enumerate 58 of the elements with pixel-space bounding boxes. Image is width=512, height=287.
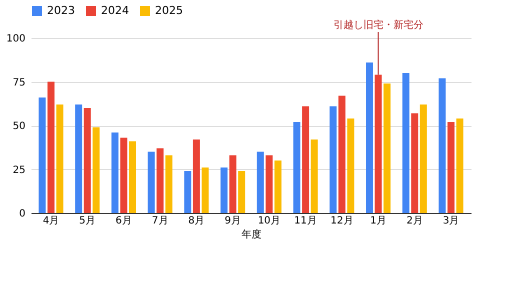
- bar: [330, 106, 337, 213]
- x-tick-label: 2月: [406, 216, 423, 226]
- y-tick-label: 75: [12, 77, 26, 88]
- legend-label: 2025: [155, 4, 183, 17]
- bar: [420, 104, 427, 213]
- bar: [120, 138, 128, 213]
- bar: [202, 168, 209, 213]
- bar: [220, 168, 228, 213]
- x-tick-label: 6月: [116, 216, 132, 226]
- bar: [148, 152, 155, 213]
- y-tick-label: 100: [6, 34, 26, 44]
- y-tick-label: 0: [19, 208, 26, 220]
- bar: [156, 148, 164, 213]
- legend-label: 2024: [101, 4, 129, 17]
- bar: [438, 78, 446, 213]
- bar: [56, 104, 64, 213]
- bar: [293, 122, 300, 213]
- bar: [84, 108, 91, 213]
- y-tick-label: 25: [12, 164, 26, 176]
- bar: [366, 62, 373, 213]
- x-tick-label: 4月: [42, 216, 60, 226]
- bar: [402, 73, 410, 213]
- bar: [448, 122, 454, 213]
- x-tick-label: 11月: [294, 216, 317, 226]
- bar: [92, 127, 100, 213]
- x-tick-label: 3月: [442, 216, 460, 226]
- bar: [411, 113, 418, 213]
- bar: [347, 118, 354, 213]
- x-tick-label: 1月: [370, 216, 386, 226]
- x-tick-label: 10月: [258, 216, 281, 226]
- bar: [165, 155, 172, 213]
- bar: [75, 104, 82, 213]
- bar: [256, 152, 264, 213]
- x-tick-label: 7月: [152, 216, 168, 226]
- bar: [302, 106, 310, 213]
- bar: [129, 141, 136, 213]
- x-tick-label: 8月: [188, 216, 205, 226]
- bar: [229, 155, 236, 213]
- annotation: 引越し旧宅・新宅分: [333, 19, 424, 31]
- bar: [310, 140, 318, 213]
- bar: [338, 96, 346, 213]
- bar: [456, 118, 464, 213]
- y-tick-label: 50: [12, 121, 26, 132]
- bar: [274, 160, 282, 213]
- x-tick-label: 5月: [79, 216, 96, 226]
- bar: [384, 84, 391, 213]
- bar: [38, 98, 46, 213]
- bar: [192, 140, 200, 213]
- legend-label: 2023: [47, 4, 75, 17]
- bar: [238, 171, 246, 213]
- x-tick-label: 12月: [330, 216, 354, 226]
- bar: [266, 155, 273, 213]
- bar: [48, 82, 54, 213]
- bar: [111, 132, 118, 213]
- bar: [374, 74, 382, 213]
- x-axis-title: 年度: [242, 228, 262, 240]
- x-tick-label: 9月: [224, 216, 242, 226]
- bar: [184, 171, 192, 213]
